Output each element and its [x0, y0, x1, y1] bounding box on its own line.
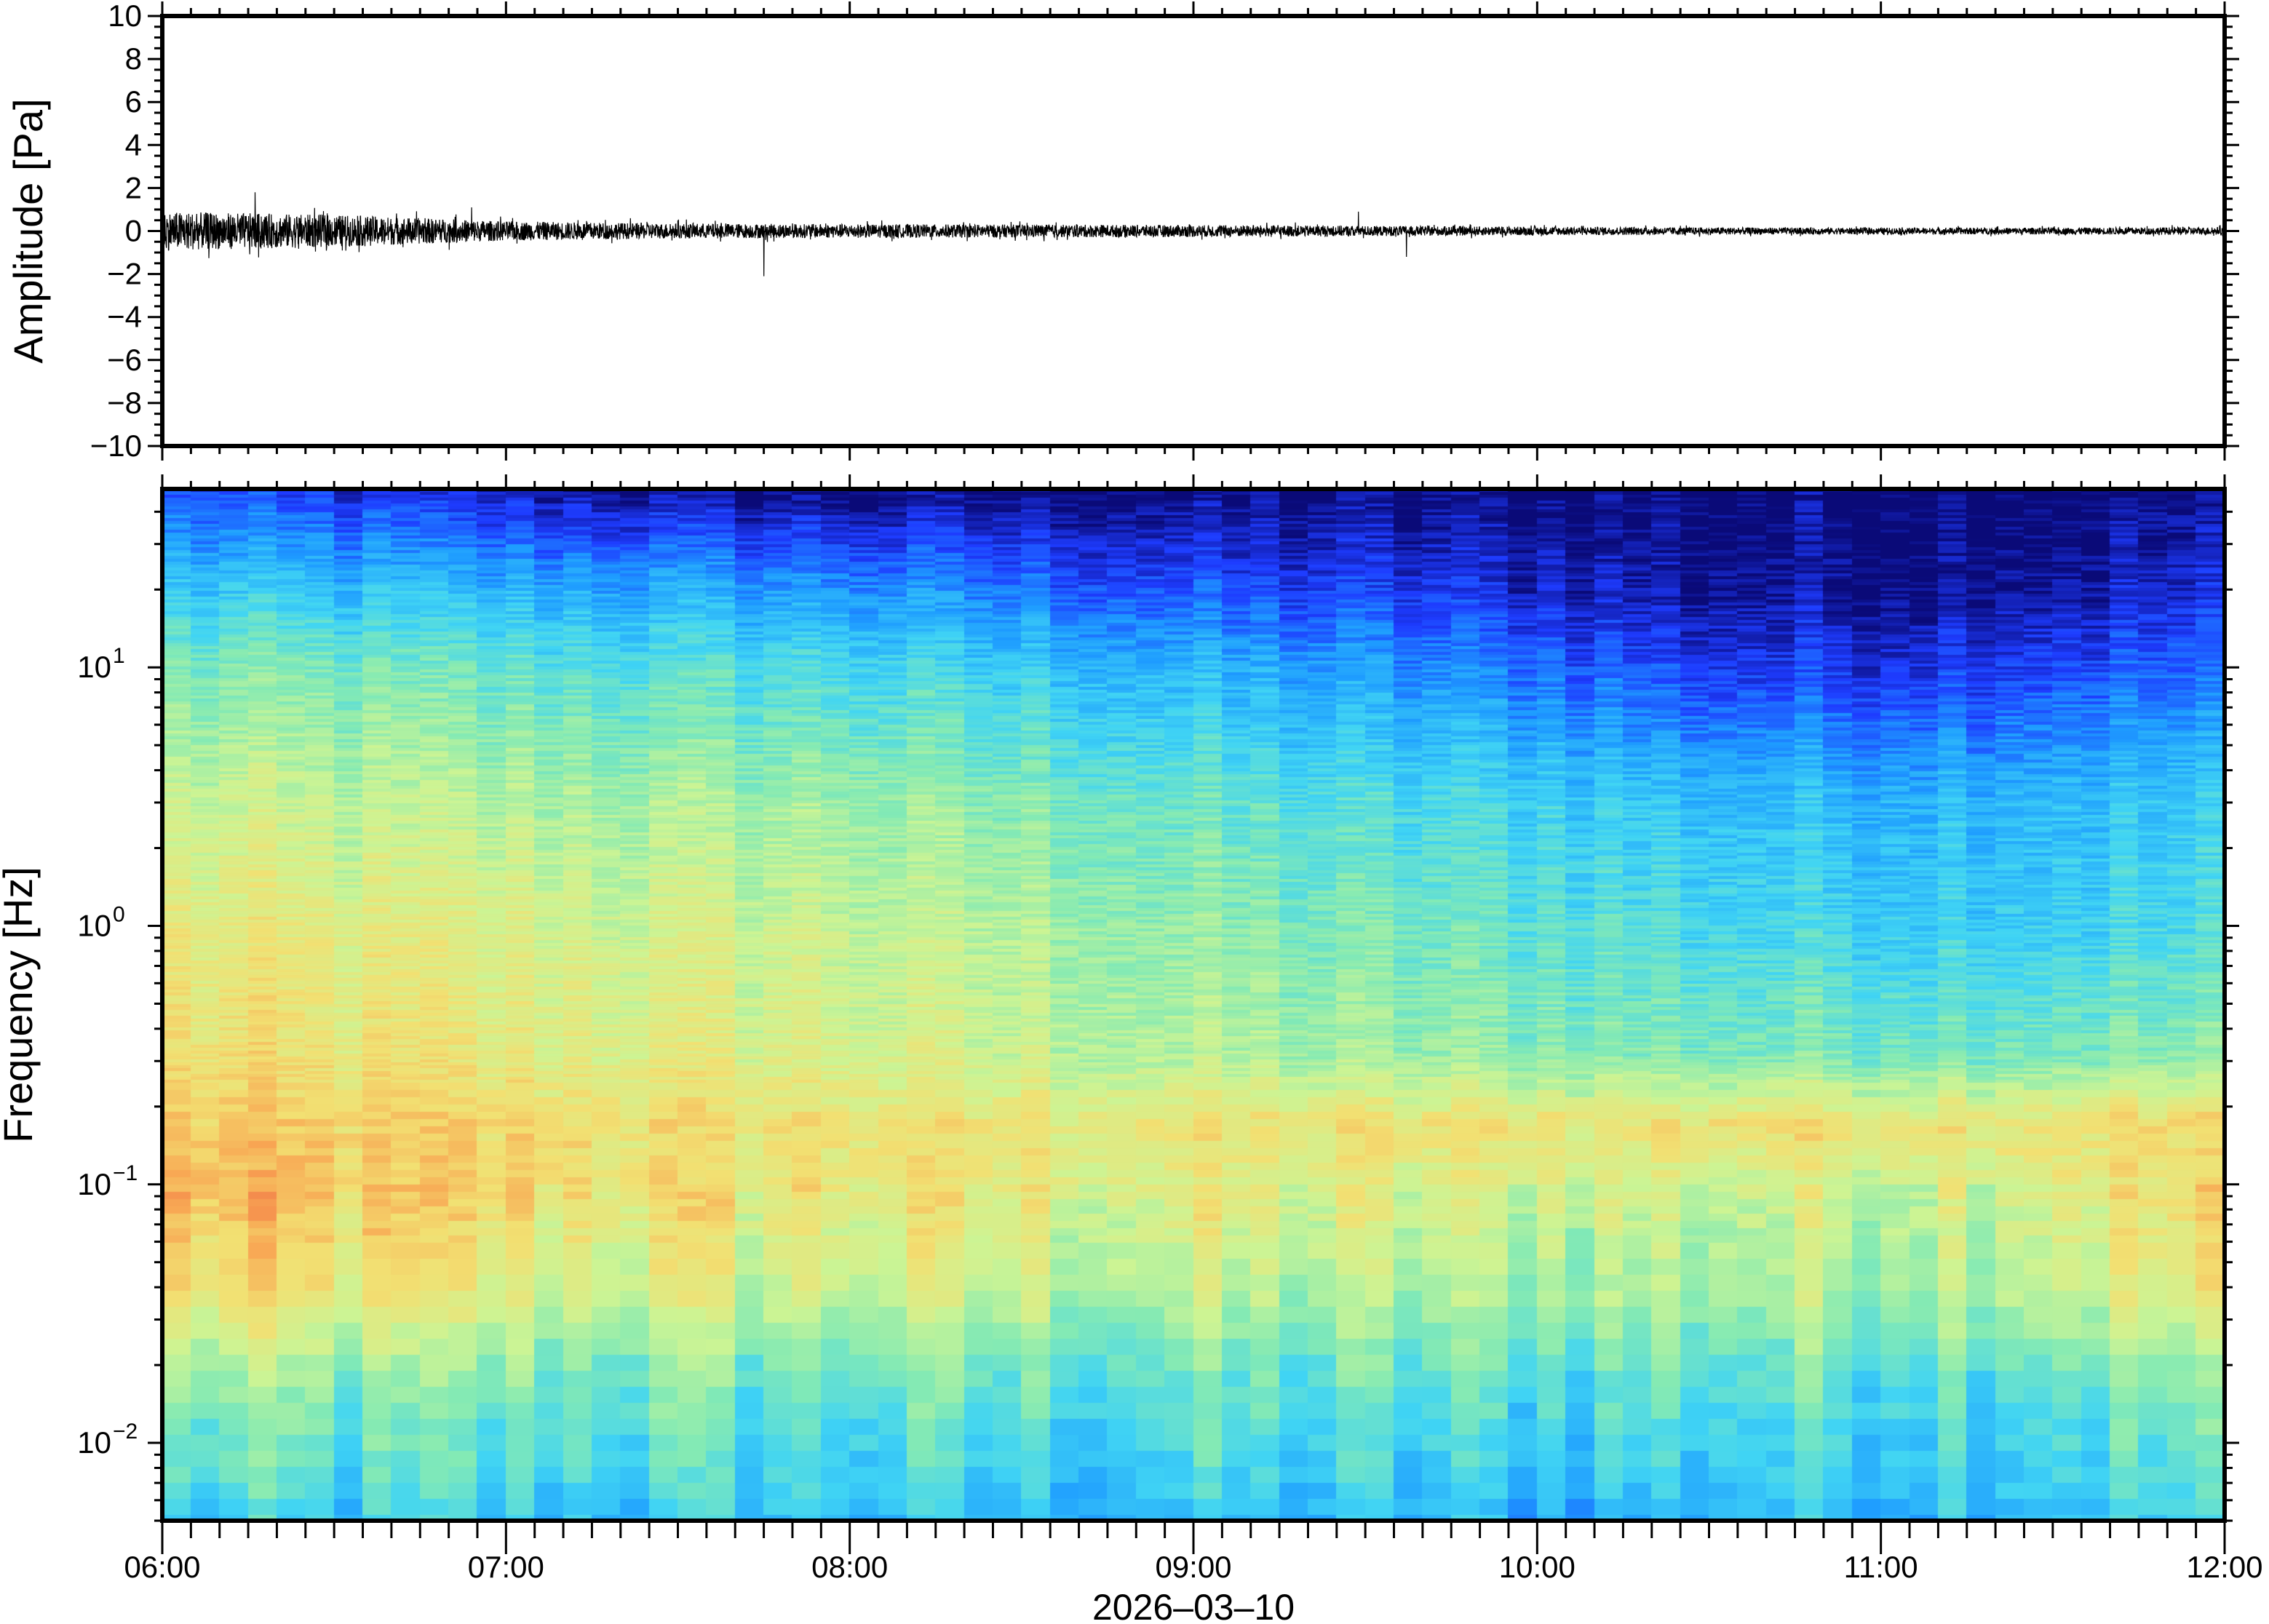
y-tick-exponent: 0 [113, 902, 125, 926]
x-tick-label: 08:00 [811, 1550, 888, 1584]
y-tick-label: 10 [77, 650, 111, 684]
y-axis-label-amplitude: Amplitude [Pa] [5, 98, 51, 363]
x-tick-label: 06:00 [124, 1550, 200, 1584]
x-tick-label: 09:00 [1155, 1550, 1231, 1584]
y-tick-label: −6 [107, 343, 142, 377]
y-tick-label: 10 [77, 908, 111, 942]
y-tick-base: 10 [77, 1425, 111, 1460]
y-tick-label: −4 [107, 300, 142, 334]
waveform-trace [162, 192, 2225, 276]
y-tick-exponent: 1 [113, 644, 125, 668]
y-tick-label: 2 [125, 170, 142, 204]
y-axis-label-frequency: Frequency [Hz] [0, 867, 41, 1143]
y-tick-exponent: −2 [113, 1420, 138, 1444]
y-tick-label: −8 [107, 386, 142, 420]
y-tick-label: 10 [108, 0, 142, 33]
x-tick-label: 11:00 [1844, 1550, 1918, 1584]
y-tick-label: 8 [125, 41, 142, 76]
y-tick-base: 10 [77, 1167, 111, 1201]
y-tick-label: 4 [125, 127, 142, 162]
y-tick-base: 10 [77, 650, 111, 684]
y-tick-label: −10 [90, 429, 142, 463]
y-tick-label: 6 [125, 84, 142, 119]
x-axis-label: 2026–03–10 [1092, 1587, 1295, 1624]
y-tick-label: 10 [77, 1425, 111, 1460]
y-tick-label: −2 [107, 257, 142, 291]
spectrogram-frame [160, 487, 2227, 1523]
x-tick-label: 10:00 [1499, 1550, 1575, 1584]
y-tick-label: 10 [77, 1167, 111, 1201]
y-tick-exponent: −1 [113, 1161, 138, 1185]
y-tick-base: 10 [77, 908, 111, 942]
spectrogram-image [162, 489, 2225, 1521]
x-tick-label: 07:00 [468, 1550, 544, 1584]
x-tick-label: 12:00 [2186, 1550, 2262, 1584]
y-tick-label: 0 [125, 214, 142, 248]
